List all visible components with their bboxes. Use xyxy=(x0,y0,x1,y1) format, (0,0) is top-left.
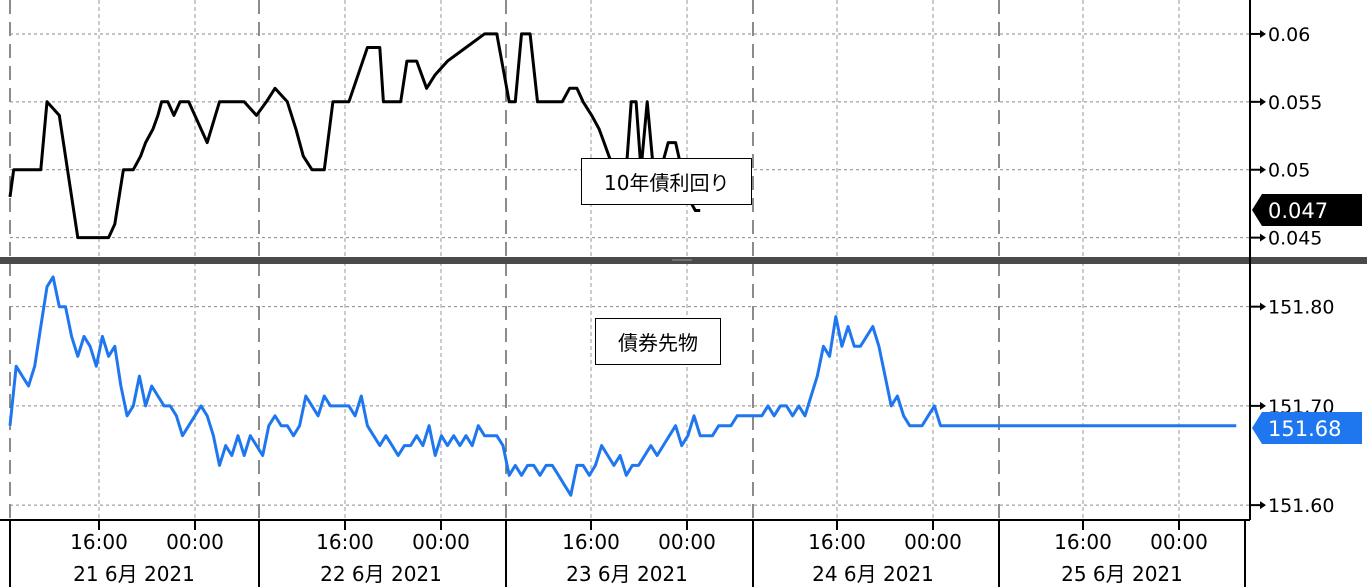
panel-divider[interactable] xyxy=(0,257,1367,264)
futures-panel xyxy=(8,275,1237,497)
last-value-label: 0.047 xyxy=(1268,199,1328,223)
yield-panel xyxy=(8,32,701,240)
y-tick-arrow xyxy=(1260,401,1266,410)
x-time-label: 16:00 xyxy=(70,530,128,554)
x-time-label: 16:00 xyxy=(316,530,374,554)
y-tick-label: 0.05 xyxy=(1268,160,1310,182)
x-time-label: 16:00 xyxy=(808,530,866,554)
yield-series-line xyxy=(8,32,701,240)
x-date-label: 23 6月 2021 xyxy=(566,562,688,586)
yield-panel-title: 10年債利回り xyxy=(581,158,753,205)
last-value-marker xyxy=(1252,412,1362,444)
x-time-label: 16:00 xyxy=(562,530,620,554)
x-date-label: 22 6月 2021 xyxy=(320,562,442,586)
x-time-label: 00:00 xyxy=(658,530,716,554)
y-tick-arrow xyxy=(1260,29,1266,38)
futures-panel-title: 債券先物 xyxy=(595,318,721,365)
x-date-label: 25 6月 2021 xyxy=(1061,562,1183,586)
last-value-label: 151.68 xyxy=(1268,417,1341,441)
grid-lines xyxy=(9,0,1250,520)
x-date-label: 21 6月 2021 xyxy=(73,562,195,586)
y-tick-arrow xyxy=(1260,97,1266,106)
x-axis: 16:00 00:00 16:00 00:00 16:00 00:00 16:00 00:00… xyxy=(0,519,1250,587)
y-tick-arrow xyxy=(1260,501,1266,510)
y-axis: 0.0450.050.0550.060.047151.60151.70151.8… xyxy=(1249,0,1362,520)
x-time-label: 00:00 xyxy=(166,530,224,554)
y-tick-label: 0.06 xyxy=(1268,24,1310,46)
x-time-label: 00:00 xyxy=(904,530,962,554)
x-time-label: 00:00 xyxy=(1150,530,1208,554)
y-tick-arrow xyxy=(1260,165,1266,174)
y-tick-arrow xyxy=(1260,233,1266,242)
x-time-label: 00:00 xyxy=(412,530,470,554)
y-tick-label: 0.045 xyxy=(1268,228,1322,250)
last-value-marker xyxy=(1252,194,1362,226)
y-tick-label: 0.055 xyxy=(1268,92,1322,114)
y-tick-label: 151.60 xyxy=(1268,495,1334,517)
x-date-label: 24 6月 2021 xyxy=(812,562,934,586)
x-time-label: 16:00 xyxy=(1054,530,1112,554)
y-tick-label: 151.80 xyxy=(1268,297,1334,319)
futures-series-line xyxy=(8,275,1237,497)
y-tick-arrow xyxy=(1260,302,1266,311)
